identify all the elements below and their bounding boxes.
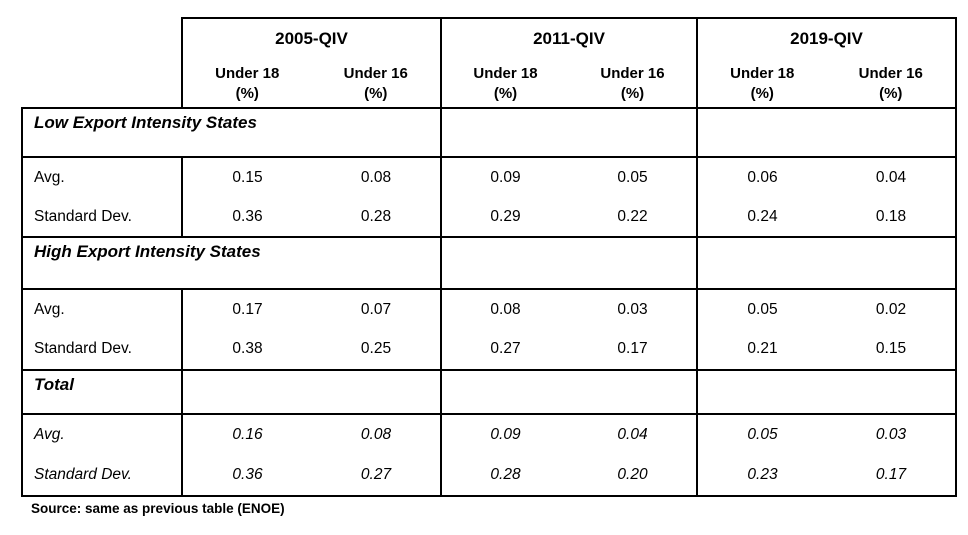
value-cell: 0.03: [827, 414, 957, 455]
year-header-2005: 2005-QIV Under 18 (%) Under 16 (%): [181, 17, 442, 108]
section-row-low: Low Export Intensity States: [21, 107, 957, 158]
value-cell: 0.07: [312, 289, 442, 329]
value-cell: 0.05: [569, 157, 698, 197]
section-row-total: Total: [21, 369, 957, 415]
value-cell: 0.08: [490, 300, 521, 318]
subcol-header-under16: Under 16 (%): [600, 65, 665, 103]
value-cell: 0.06: [747, 168, 778, 186]
value-cell: 0.05: [747, 426, 778, 443]
value-cell: 0.24: [697, 197, 827, 238]
value-cell: 0.28: [441, 455, 569, 497]
row-label: Avg.: [21, 289, 183, 329]
data-row-total-stddev: Standard Dev. 0.36 0.27 0.28 0.20 0.23 0…: [21, 455, 957, 497]
value-cell: 0.16: [232, 426, 263, 443]
data-row-total-avg: Avg. 0.16 0.08 0.09 0.04 0.05 0.03: [21, 414, 957, 455]
value-cell: 0.09: [490, 168, 521, 186]
value-cell: 0.03: [569, 289, 698, 329]
row-label: Standard Dev.: [21, 455, 183, 497]
value-cell: 0.38: [182, 329, 312, 371]
section-empty-cell: [697, 236, 957, 290]
section-empty-cell: [441, 236, 698, 290]
value-cell: 0.22: [569, 197, 698, 238]
year-label: 2011-QIV: [533, 29, 605, 48]
row-label: Standard Dev.: [21, 197, 183, 238]
value-cell: 0.17: [232, 300, 263, 318]
section-row-high: High Export Intensity States: [21, 236, 957, 290]
value-cell: 0.21: [697, 329, 827, 371]
year-header-2019: 2019-QIV Under 18 (%) Under 16 (%): [697, 17, 957, 108]
table-header-row: 2005-QIV Under 18 (%) Under 16 (%) 2011-QI…: [22, 17, 957, 108]
export-intensity-stats-table: 2005-QIV Under 18 (%) Under 16 (%) 2011-QI…: [21, 17, 957, 497]
value-cell: 0.04: [569, 414, 698, 455]
section-empty-cell: [697, 107, 957, 158]
value-cell: 0.25: [312, 329, 442, 371]
header-corner-cell: [22, 18, 182, 108]
data-row-low-stddev: Standard Dev. 0.36 0.28 0.29 0.22 0.24 0…: [21, 197, 957, 238]
value-cell: 0.15: [827, 329, 957, 371]
section-title: High Export Intensity States: [21, 236, 442, 290]
value-cell: 0.02: [827, 289, 957, 329]
source-note: Source: same as previous table (ENOE): [31, 501, 285, 516]
value-cell: 0.08: [312, 414, 442, 455]
subcol-header-under16: Under 16 (%): [343, 65, 408, 103]
row-label: Standard Dev.: [21, 329, 183, 371]
year-header-2011: 2011-QIV Under 18 (%) Under 16 (%): [441, 17, 698, 108]
value-cell: 0.15: [232, 168, 263, 186]
value-cell: 0.05: [747, 300, 778, 318]
section-empty-cell: [182, 369, 442, 415]
data-row-low-avg: Avg. 0.15 0.08 0.09 0.05 0.06 0.04: [21, 157, 957, 197]
subcol-header-under18: Under 18 (%): [473, 65, 538, 103]
data-row-high-avg: Avg. 0.17 0.07 0.08 0.03 0.05 0.02: [21, 289, 957, 329]
value-cell: 0.29: [441, 197, 569, 238]
subcol-header-under18: Under 18 (%): [730, 65, 795, 103]
value-cell: 0.20: [569, 455, 698, 497]
subcol-header-under18: Under 18 (%): [215, 65, 280, 103]
value-cell: 0.36: [182, 455, 312, 497]
year-label: 2005-QIV: [275, 29, 348, 48]
data-row-high-stddev: Standard Dev. 0.38 0.25 0.27 0.17 0.21 0…: [21, 329, 957, 371]
value-cell: 0.08: [312, 157, 442, 197]
value-cell: 0.17: [569, 329, 698, 371]
subcol-header-under16: Under 16 (%): [858, 65, 923, 103]
value-cell: 0.27: [312, 455, 442, 497]
value-cell: 0.17: [827, 455, 957, 497]
row-label: Avg.: [21, 414, 183, 455]
row-label: Avg.: [21, 157, 183, 197]
year-label: 2019-QIV: [790, 29, 863, 48]
value-cell: 0.27: [441, 329, 569, 371]
value-cell: 0.23: [697, 455, 827, 497]
section-empty-cell: [441, 369, 698, 415]
section-empty-cell: [697, 369, 957, 415]
value-cell: 0.18: [827, 197, 957, 238]
value-cell: 0.09: [490, 426, 521, 443]
section-empty-cell: [441, 107, 698, 158]
value-cell: 0.28: [312, 197, 442, 238]
value-cell: 0.04: [827, 157, 957, 197]
section-title: Total: [21, 369, 183, 415]
section-title: Low Export Intensity States: [21, 107, 442, 158]
value-cell: 0.36: [182, 197, 312, 238]
